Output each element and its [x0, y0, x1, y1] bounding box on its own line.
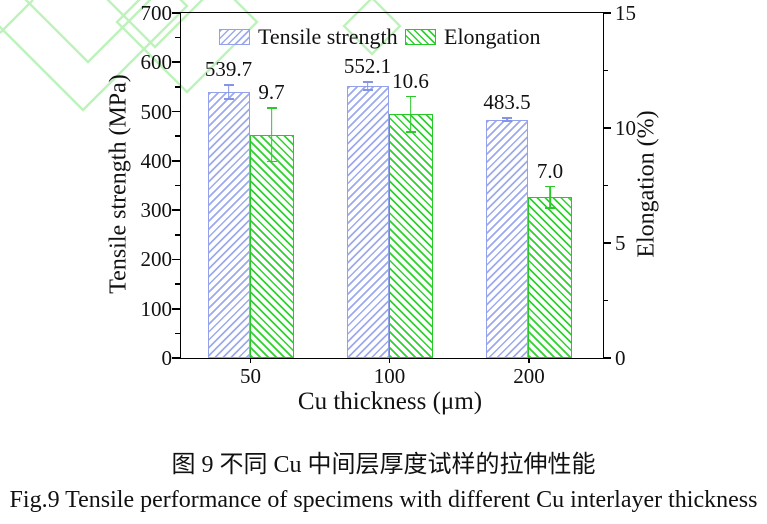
- error-bar-tensile-strength-50: [223, 84, 234, 100]
- right-axis-tick-label: 0: [615, 346, 626, 370]
- value-label-elongation-200: 7.0: [536, 158, 564, 183]
- bar-chart: Tensile strength Elongation 0 100 200 300 40…: [105, 2, 660, 415]
- plot-area: Tensile strength Elongation 0 100 200 300 40…: [141, 2, 637, 387]
- left-axis-major-tick: [172, 357, 180, 359]
- right-axis-title: Elongation (%): [633, 110, 660, 258]
- deco-diamond: [24, 0, 152, 64]
- right-axis-tick-label: 5: [615, 231, 626, 255]
- right-axis-tick-label: 10: [615, 116, 636, 140]
- error-bar-elongation-100: [405, 95, 416, 133]
- left-axis-tick-label: 700: [140, 1, 173, 25]
- x-axis-tick: [249, 358, 252, 363]
- legend-label-tensile-strength: Tensile strength: [258, 24, 398, 49]
- x-axis-tick-label: 200: [513, 364, 545, 388]
- left-axis-tick-label: 500: [140, 99, 173, 124]
- right-axis-minor-tick: [603, 299, 608, 302]
- bar-tensile-strength-200: [486, 119, 528, 358]
- left-axis-minor-tick: [175, 184, 180, 187]
- right-axis-major-tick: [603, 127, 611, 129]
- left-axis-minor-tick: [175, 233, 180, 236]
- x-axis-tick: [388, 358, 391, 363]
- right-axis-major-tick: [603, 12, 611, 14]
- left-axis-tick-label: 200: [140, 247, 173, 272]
- left-axis-tick-label: 0: [161, 346, 173, 370]
- x-axis-tick: [528, 358, 530, 363]
- left-axis-tick-label: 300: [140, 198, 173, 223]
- error-bar-elongation-200: [545, 185, 555, 209]
- tensile-strength-swatch-icon: [219, 29, 250, 45]
- chart-legend: Tensile strength Elongation: [181, 26, 603, 48]
- right-axis-major-tick: [603, 242, 611, 244]
- error-bar-tensile-strength-100: [362, 80, 373, 91]
- legend-item-elongation: Elongation: [405, 26, 541, 48]
- value-label-elongation-100: 10.6: [392, 68, 429, 93]
- value-label-elongation-50: 9.7: [258, 80, 285, 105]
- background-decoration: [0, 0, 402, 112]
- deco-line: [0, 0, 34, 34]
- caption-chinese: 图 9 不同 Cu 中间层厚度试样的拉伸性能: [171, 452, 596, 478]
- left-axis-major-tick: [172, 258, 180, 261]
- value-label-tensile-strength-200: 483.5: [483, 90, 531, 115]
- right-axis-major-tick: [603, 357, 611, 359]
- deco-diamond: [342, 0, 402, 56]
- x-axis-tick-label: 50: [240, 364, 261, 388]
- bar-tensile-strength-50: [207, 92, 250, 358]
- bar-elongation-100: [388, 114, 433, 358]
- left-axis-major-tick: [172, 61, 180, 64]
- x-axis-tick-label: 100: [373, 364, 406, 388]
- left-axis-minor-tick: [175, 283, 180, 285]
- left-axis-major-tick: [172, 110, 180, 113]
- value-label-tensile-strength-100: 552.1: [343, 53, 392, 78]
- left-axis-minor-tick: [175, 332, 180, 335]
- error-bar-tensile-strength-200: [502, 117, 512, 123]
- left-axis-major-tick: [172, 160, 180, 162]
- left-axis-major-tick: [172, 307, 180, 310]
- caption-english: Fig.9 Tensile performance of specimens w…: [9, 487, 758, 513]
- left-axis-minor-tick: [175, 86, 180, 88]
- bar-elongation-50: [249, 134, 294, 358]
- legend-label-elongation: Elongation: [444, 24, 541, 49]
- left-axis-tick-label: 400: [140, 148, 173, 173]
- left-axis-tick-label: 600: [140, 50, 173, 75]
- left-axis-tick-label: 100: [140, 296, 173, 321]
- error-bar-elongation-50: [266, 107, 277, 163]
- right-axis-minor-tick: [603, 184, 608, 187]
- elongation-swatch-icon: [405, 29, 436, 45]
- bar-elongation-200: [528, 197, 572, 358]
- deco-diamond: [106, 0, 204, 49]
- value-label-tensile-strength-50: 539.7: [204, 57, 253, 82]
- left-axis-major-tick: [172, 209, 180, 211]
- left-axis-minor-tick: [175, 135, 180, 137]
- bar-tensile-strength-100: [346, 85, 389, 358]
- left-axis-minor-tick: [175, 36, 180, 39]
- legend-item-tensile-strength: Tensile strength: [219, 26, 398, 48]
- right-axis-tick-label: 15: [615, 1, 636, 25]
- deco-diamond: [0, 0, 189, 112]
- left-axis-major-tick: [172, 12, 180, 14]
- deco-diamond: [115, 0, 259, 94]
- right-axis-minor-tick: [603, 69, 608, 72]
- left-axis-title: Tensile strength (MPa): [105, 74, 132, 294]
- x-axis-title: Cu thickness (μm): [297, 388, 483, 415]
